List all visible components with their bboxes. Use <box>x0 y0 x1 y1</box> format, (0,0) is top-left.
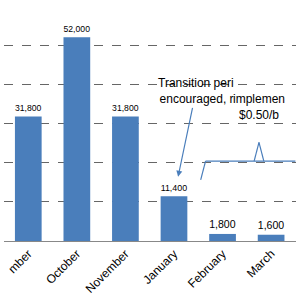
svg-text:January: January <box>140 247 180 287</box>
svg-text:1,800: 1,800 <box>209 218 236 230</box>
svg-text:31,800: 31,800 <box>112 103 139 113</box>
svg-text:31,800: 31,800 <box>15 103 42 113</box>
svg-text:October: October <box>43 247 83 287</box>
svg-text:November: November <box>83 247 132 296</box>
svg-text:February: February <box>185 247 229 291</box>
svg-text:implemen$0.50/b: implemen$0.50/b <box>233 92 285 122</box>
svg-text:11,400: 11,400 <box>161 183 188 193</box>
svg-text:1,600: 1,600 <box>258 219 285 231</box>
svg-text:mber: mber <box>5 247 34 276</box>
svg-text:Transition periencouraged, r: Transition periencouraged, r <box>158 76 234 106</box>
svg-text:March: March <box>244 247 277 280</box>
svg-text:52,000: 52,000 <box>64 24 91 34</box>
